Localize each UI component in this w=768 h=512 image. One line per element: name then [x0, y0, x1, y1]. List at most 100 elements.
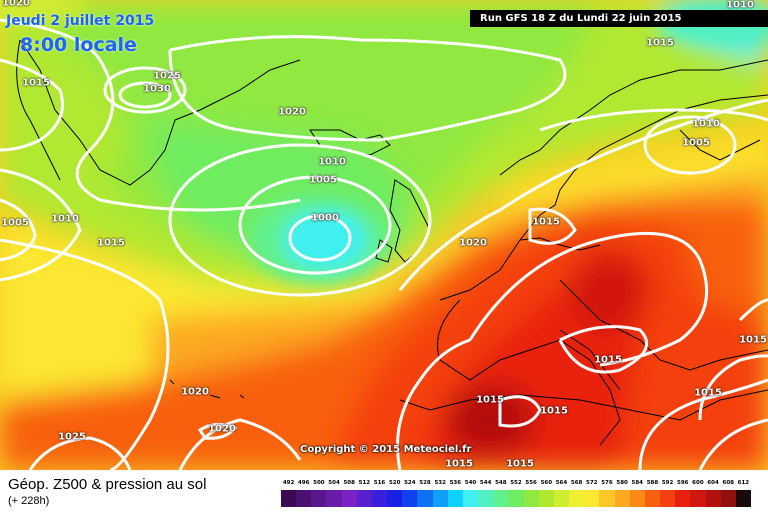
isobar-label: 1020 — [208, 423, 236, 435]
model-run-label: Run GFS 18 Z du Lundi 22 juin 2015 — [470, 10, 768, 27]
scale-step-swatch — [281, 490, 297, 507]
scale-step-swatch — [660, 490, 676, 507]
isobar-label: 1020 — [181, 386, 209, 398]
weather-map: 1020 1010 1025 1030 1015 1020 1010 1005 … — [0, 0, 768, 470]
scale-step-label: 588 — [646, 480, 659, 486]
forecast-time: 8:00 locale — [20, 34, 137, 56]
copyright-notice: Copyright © 2015 Meteociel.fr — [300, 444, 472, 455]
scale-step-swatch — [569, 490, 585, 507]
scale-step-label: 576 — [601, 480, 613, 486]
scale-step: 540 — [462, 478, 479, 508]
isobar-label: 1005 — [1, 217, 29, 229]
scale-step-swatch — [629, 490, 645, 507]
scale-step: 516 — [371, 478, 388, 508]
scale-step-swatch — [523, 490, 539, 507]
isobar-label: 1010 — [692, 118, 720, 130]
scale-step: 508 — [341, 478, 357, 508]
scale-step: 532 — [432, 478, 448, 508]
scale-step-label: 580 — [616, 480, 628, 486]
isobar-label: 1025 — [58, 431, 86, 443]
isobar-label: 1020 — [278, 106, 306, 118]
scale-step: 528 — [417, 478, 433, 508]
isobar-label: 1015 — [97, 237, 125, 249]
scale-step-swatch — [493, 490, 509, 507]
scale-step-swatch — [387, 490, 403, 507]
scale-step-label: 520 — [388, 480, 401, 486]
scale-step-swatch — [720, 490, 736, 507]
scale-step-label: 512 — [358, 480, 371, 486]
scale-step: 564 — [553, 478, 570, 508]
scale-step: 492 — [281, 478, 297, 508]
isobar-label: 1000 — [311, 212, 339, 224]
scale-step: 536 — [447, 478, 463, 508]
scale-step-swatch — [553, 490, 570, 507]
isobar-label: 1025 — [153, 70, 181, 82]
scale-step: 588 — [644, 478, 661, 508]
scale-step-swatch — [735, 490, 751, 507]
scale-step-label: 508 — [343, 480, 355, 486]
scale-step-swatch — [508, 490, 524, 507]
scale-step-swatch — [644, 490, 661, 507]
isobar-label: 1015 — [540, 405, 568, 417]
scale-step-label: 540 — [464, 480, 477, 486]
scale-step-label: 564 — [555, 480, 568, 486]
scale-step-label: 536 — [449, 480, 462, 486]
isobar-label: 1010 — [318, 156, 346, 168]
scale-step-label: 516 — [373, 480, 386, 486]
isobar-label: 1005 — [682, 137, 710, 149]
scale-step-swatch — [614, 490, 630, 507]
scale-step-swatch — [538, 490, 554, 507]
isobar-label: 1030 — [143, 83, 171, 95]
isobar-lines — [0, 18, 768, 470]
scale-step: 552 — [508, 478, 524, 508]
scale-step-swatch — [341, 490, 357, 507]
scale-step-swatch — [326, 490, 342, 507]
scale-step: 572 — [584, 478, 600, 508]
scale-step-swatch — [690, 490, 706, 507]
scale-step-label: 572 — [586, 480, 598, 486]
isobar-label: 1010 — [726, 0, 754, 11]
scale-step: 504 — [326, 478, 342, 508]
isobar-label: 1015 — [506, 458, 534, 470]
scale-step-swatch — [432, 490, 448, 507]
color-scale: 492 496 500 504 508 512 516 520 524 528 532 536 540 5… — [281, 478, 751, 508]
scale-step: 580 — [614, 478, 630, 508]
scale-step-label: 504 — [328, 480, 340, 486]
scale-step-swatch — [584, 490, 600, 507]
scale-step: 608 — [720, 478, 736, 508]
scale-step-label: 600 — [692, 480, 704, 486]
scale-step: 524 — [402, 478, 418, 508]
scale-step: 560 — [538, 478, 554, 508]
scale-step-swatch — [311, 490, 327, 507]
legend-subtitle: (+ 228h) — [8, 495, 50, 507]
scale-step: 568 — [569, 478, 585, 508]
scale-step: 612 — [735, 478, 751, 508]
scale-step: 604 — [705, 478, 721, 508]
scale-step-swatch — [447, 490, 463, 507]
scale-step-swatch — [675, 490, 691, 507]
scale-step: 512 — [356, 478, 372, 508]
scale-step-label: 532 — [434, 480, 446, 486]
isobar-label: 1015 — [694, 387, 722, 399]
scale-step-swatch — [417, 490, 433, 507]
scale-step-swatch — [705, 490, 721, 507]
scale-step: 500 — [311, 478, 327, 508]
scale-step-label: 608 — [722, 480, 734, 486]
isobar-label: 1015 — [476, 394, 504, 406]
geopotential-field — [0, 0, 768, 470]
isobar-label: 1020 — [2, 0, 30, 9]
coastlines — [16, 39, 768, 446]
scale-step: 496 — [296, 478, 312, 508]
scale-step-label: 556 — [525, 480, 537, 486]
isobar-label: 1015 — [22, 77, 50, 89]
scale-step: 548 — [493, 478, 509, 508]
scale-step-swatch — [599, 490, 615, 507]
scale-step-label: 544 — [479, 480, 492, 486]
scale-step: 596 — [675, 478, 691, 508]
forecast-date: Jeudi 2 juillet 2015 — [6, 13, 155, 29]
isobar-label: 1005 — [309, 174, 337, 186]
scale-step-swatch — [296, 490, 312, 507]
scale-step-label: 604 — [707, 480, 719, 486]
isobar-label: 1010 — [51, 213, 79, 225]
legend-title: Géop. Z500 & pression au sol — [8, 476, 207, 493]
